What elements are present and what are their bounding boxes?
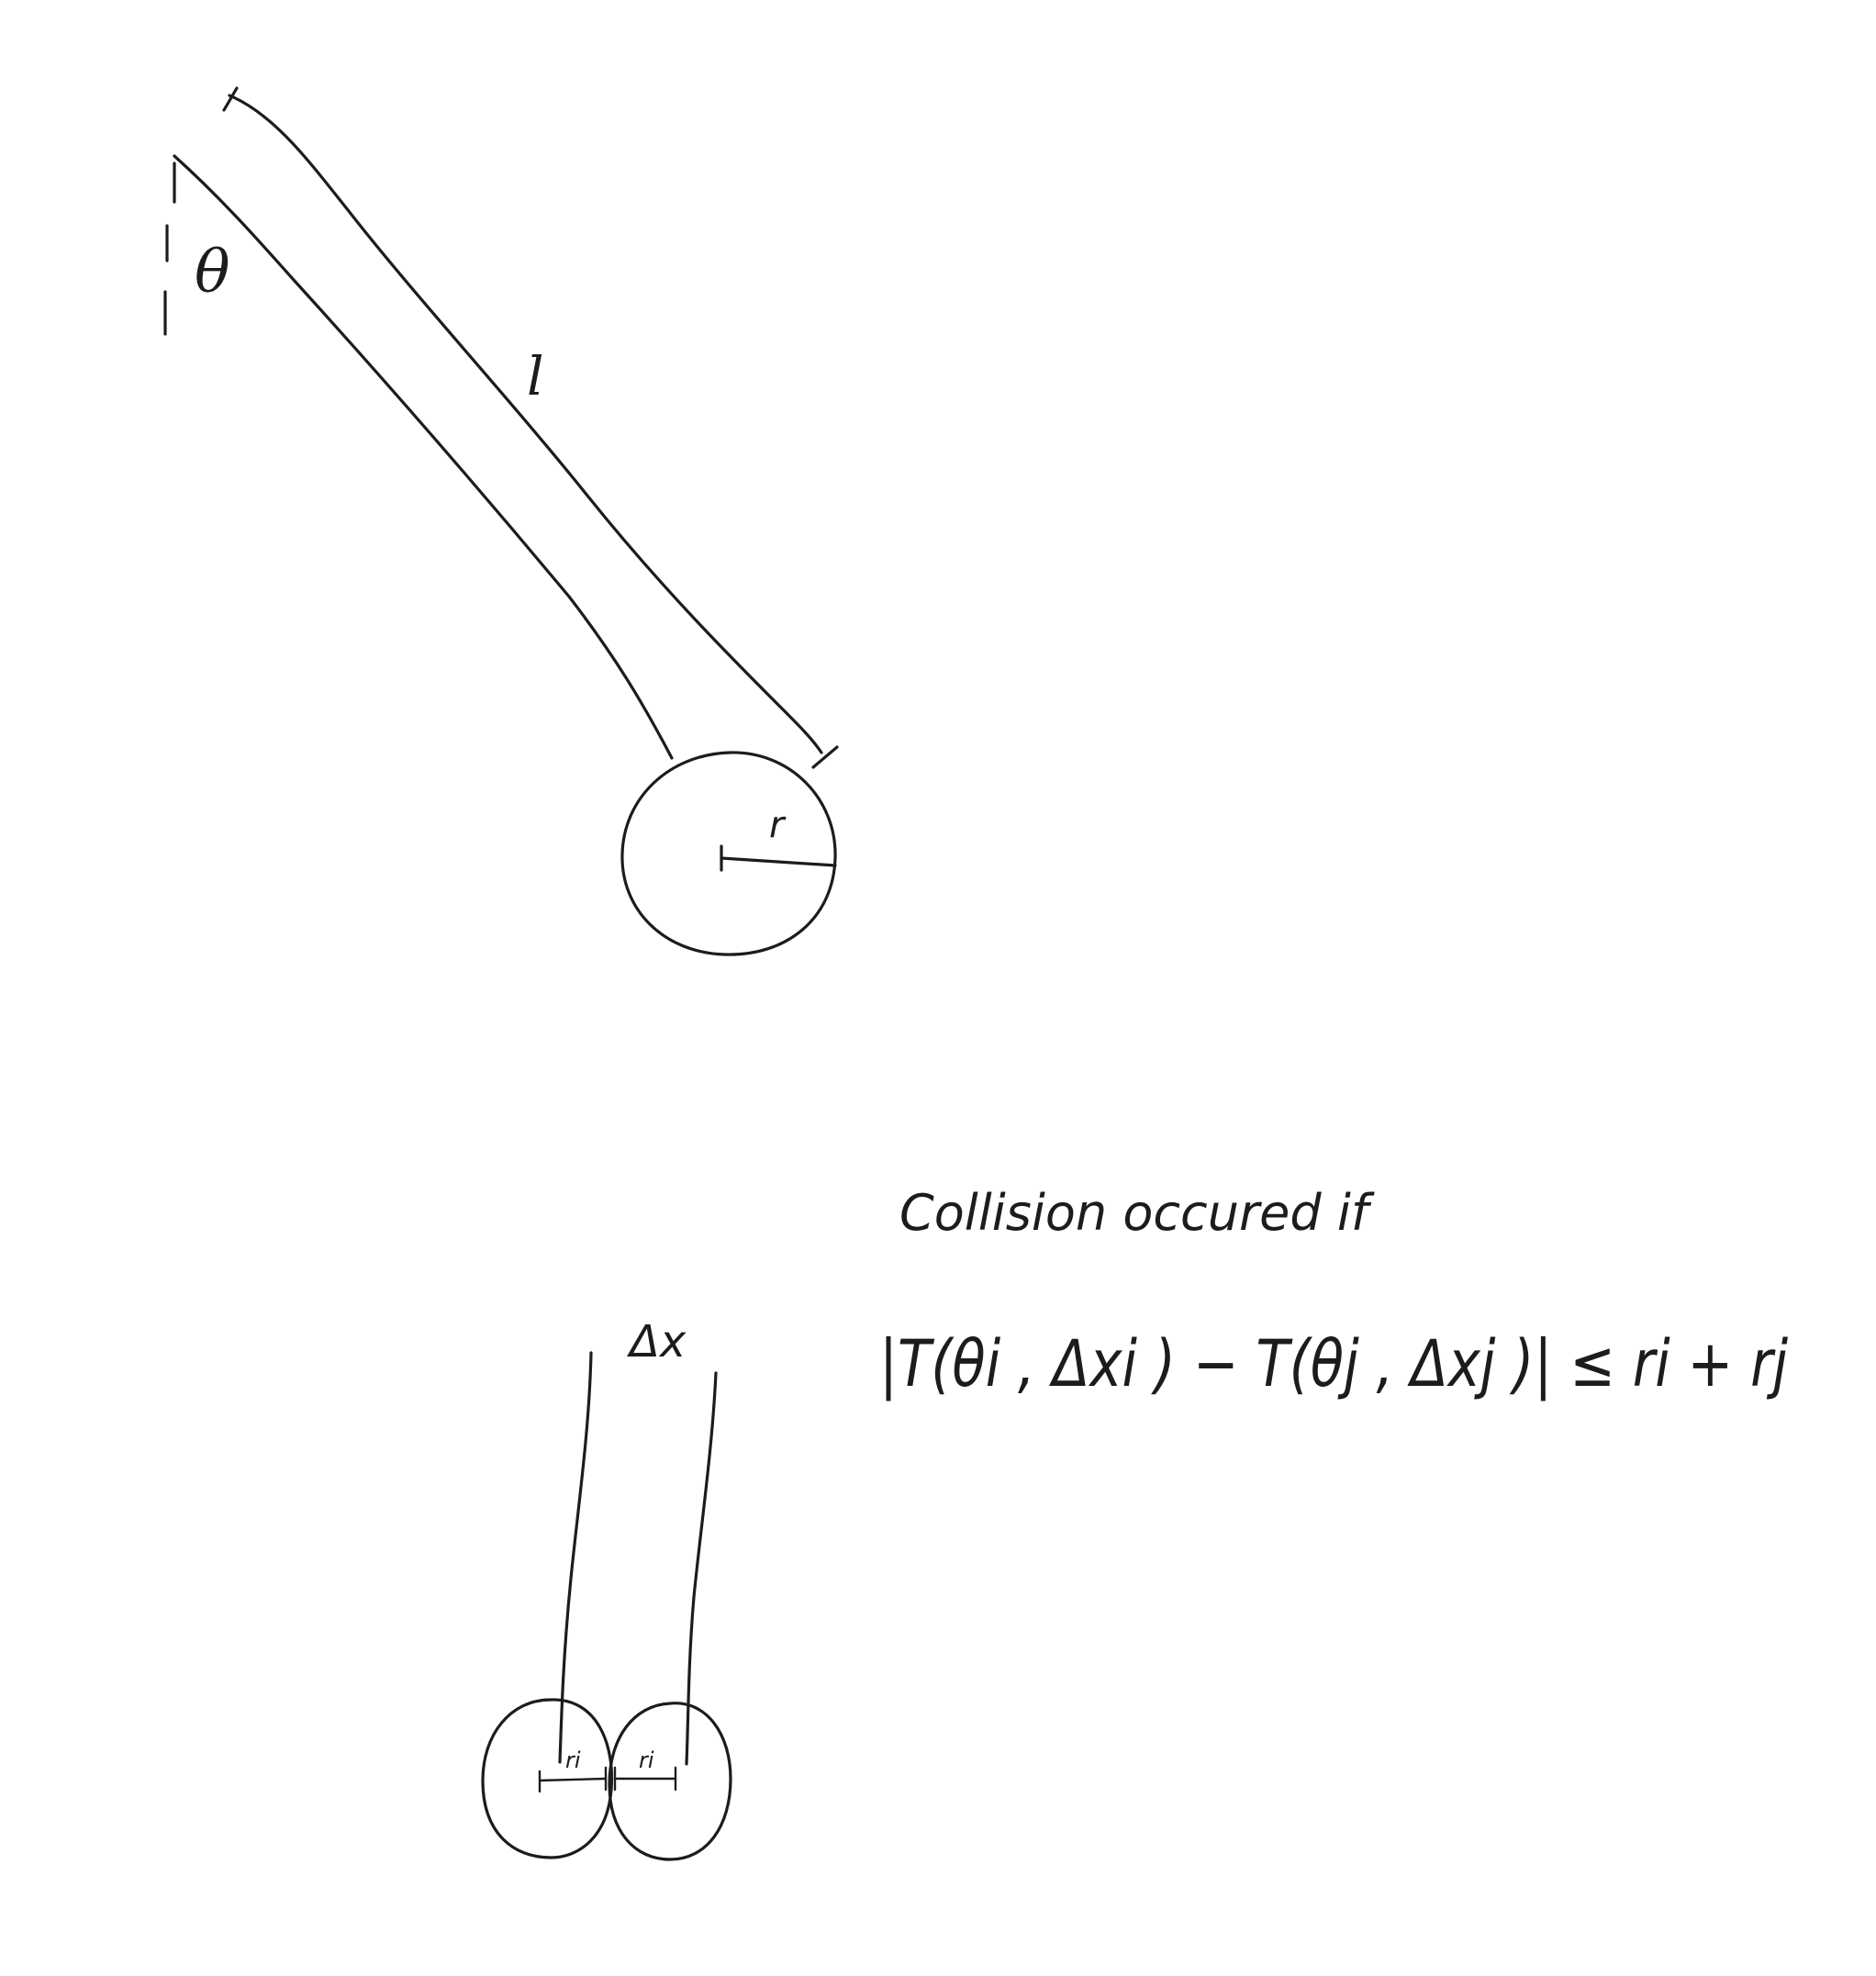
pendulum-bob (622, 753, 835, 955)
pendulum-diagram: θ l r (165, 88, 837, 955)
radius-label: r (769, 804, 787, 846)
pendulum-rod (174, 156, 672, 758)
radius-line (721, 846, 835, 870)
length-label: l (527, 345, 544, 407)
collision-condition: Collision occured if |T(θi , Δxi ) − T(θ… (879, 1184, 1788, 1401)
left-radius-label: ri (565, 1747, 581, 1773)
collision-caption: Collision occured if (899, 1184, 1375, 1242)
vertical-reference-dashed-line (165, 163, 174, 334)
collision-inequality: |T(θi , Δxi ) − T(θj , Δxj )| ≤ ri + rj (879, 1326, 1788, 1401)
right-pendulum-bob (609, 1703, 731, 1859)
offset-label: Δx (626, 1316, 687, 1368)
length-dimension-line (224, 88, 837, 767)
collision-diagram: Δx ri ri (483, 1316, 731, 1859)
right-radius-label: ri (639, 1747, 654, 1773)
angle-label: θ (195, 239, 230, 307)
